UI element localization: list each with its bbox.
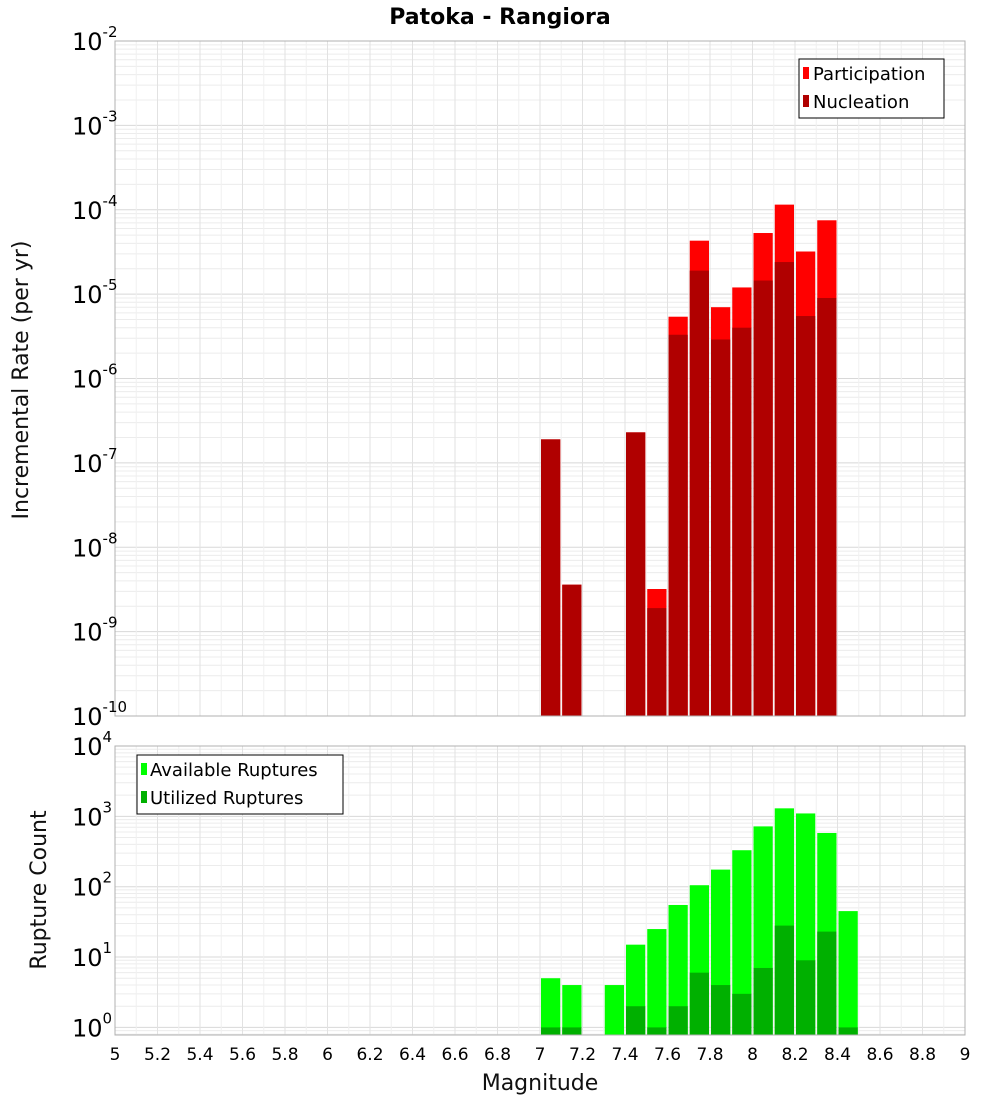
x-tick-label: 6.8 xyxy=(484,1045,511,1065)
chart-title: Patoka - Rangiora xyxy=(389,5,610,30)
bar xyxy=(647,929,667,1035)
bar xyxy=(668,904,688,1035)
bar xyxy=(838,1027,858,1035)
legend-label-nucleation: Nucleation xyxy=(813,92,909,113)
y-tick-label: 104 xyxy=(72,728,112,761)
bar xyxy=(647,1027,667,1035)
x-tick-label: 5.8 xyxy=(271,1045,298,1065)
y-tick-label: 10-7 xyxy=(72,445,118,478)
y-tick-label: 10-8 xyxy=(72,529,118,562)
y-tick-label: 10-6 xyxy=(72,361,118,394)
count-legend: Available Ruptures Utilized Ruptures xyxy=(136,754,344,815)
bar xyxy=(796,316,816,716)
bar xyxy=(774,925,794,1035)
y-tick-label: 103 xyxy=(72,798,112,831)
bar xyxy=(562,584,582,716)
bar xyxy=(817,297,837,716)
series-nucleation xyxy=(541,262,837,716)
bar xyxy=(626,432,646,716)
bar xyxy=(817,931,837,1035)
bar xyxy=(668,1006,688,1035)
y-tick-label: 100 xyxy=(72,1009,112,1042)
x-tick-label: 8.6 xyxy=(866,1045,893,1065)
bar xyxy=(647,608,667,716)
bar xyxy=(541,439,561,716)
rate-legend: Participation Nucleation xyxy=(798,58,945,119)
legend-label-available: Available Ruptures xyxy=(150,760,318,781)
x-tick-label: 7.4 xyxy=(611,1045,638,1065)
plot-frame xyxy=(114,745,966,1036)
rate-panel: 10-10 10-9 10-8 10-7 10-6 10-5 10-4 10-3 10-2 xyxy=(72,23,966,731)
x-tick-label: 5 xyxy=(110,1045,121,1065)
legend-swatch-available xyxy=(141,763,147,775)
bar xyxy=(711,985,731,1035)
bar xyxy=(541,1027,561,1035)
bar xyxy=(796,960,816,1035)
bar xyxy=(732,850,752,1035)
bar xyxy=(689,972,709,1035)
x-tick-label: 6.4 xyxy=(399,1045,426,1065)
legend-label-participation: Participation xyxy=(813,64,925,85)
y-tick-label: 10-2 xyxy=(72,23,118,56)
bottom-y-axis-label: Rupture Count xyxy=(27,810,52,970)
bar xyxy=(838,911,858,1035)
y-tick-label: 10-5 xyxy=(72,276,118,309)
x-tick-label: 6 xyxy=(322,1045,333,1065)
top-y-axis-label: Incremental Rate (per yr) xyxy=(9,241,34,520)
bar xyxy=(753,280,773,716)
x-tick-label: 5.2 xyxy=(144,1045,171,1065)
x-tick-label: 5.4 xyxy=(186,1045,213,1065)
bar xyxy=(541,978,561,1035)
x-tick-label: 6.2 xyxy=(356,1045,383,1065)
x-tick-label: 8.2 xyxy=(781,1045,808,1065)
bar xyxy=(732,993,752,1035)
y-tick-label: 10-10 xyxy=(72,698,127,731)
bar xyxy=(626,1006,646,1035)
legend-label-utilized: Utilized Ruptures xyxy=(150,788,303,809)
bar xyxy=(562,985,582,1035)
y-tick-label: 101 xyxy=(72,939,112,972)
x-tick-label: 8.8 xyxy=(909,1045,936,1065)
x-tick-label: 7.8 xyxy=(696,1045,723,1065)
y-tick-label: 102 xyxy=(72,869,112,902)
legend-frame xyxy=(136,754,344,815)
bar xyxy=(711,339,731,716)
bar xyxy=(668,334,688,716)
x-tick-label: 9 xyxy=(960,1045,971,1065)
x-tick-label: 6.6 xyxy=(441,1045,468,1065)
x-tick-label: 5.6 xyxy=(229,1045,256,1065)
x-tick-label: 7.2 xyxy=(569,1045,596,1065)
legend-swatch-utilized xyxy=(141,791,147,803)
bar xyxy=(753,967,773,1035)
x-tick-label: 8 xyxy=(747,1045,758,1065)
bar xyxy=(732,327,752,716)
x-tick-label: 7 xyxy=(535,1045,546,1065)
y-tick-label: 10-3 xyxy=(72,107,118,140)
x-tick-label: 8.4 xyxy=(824,1045,851,1065)
bar xyxy=(689,270,709,716)
series-utilized-ruptures xyxy=(541,925,858,1035)
bar xyxy=(774,262,794,716)
x-tick-label: 7.6 xyxy=(654,1045,681,1065)
legend-frame xyxy=(798,58,945,119)
y-tick-label: 10-9 xyxy=(72,614,118,647)
grid xyxy=(114,40,966,716)
plot-frame xyxy=(114,40,966,717)
y-tick-label: 10-4 xyxy=(72,192,118,225)
x-axis-label: Magnitude xyxy=(482,1071,599,1096)
bar xyxy=(604,985,624,1035)
legend-swatch-nucleation xyxy=(803,95,809,107)
bar xyxy=(562,1027,582,1035)
legend-swatch-participation xyxy=(803,67,809,79)
